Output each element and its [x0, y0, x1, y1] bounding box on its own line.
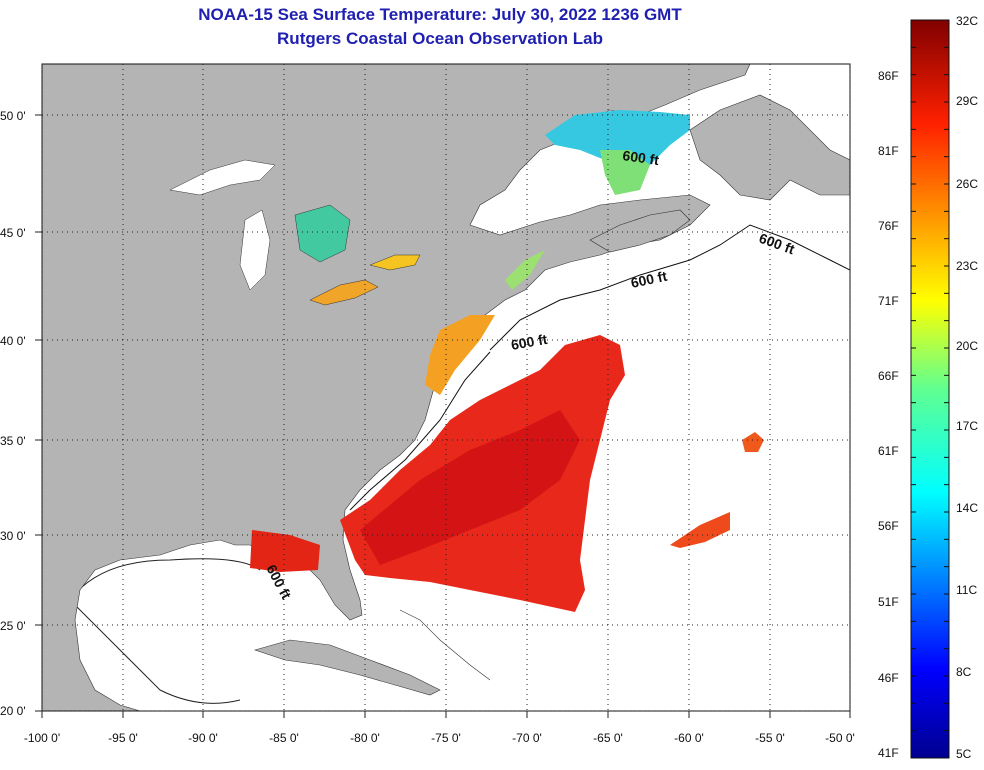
longitude-labels: -100 0' -95 0' -90 0' -85 0' -80 0' -75 …	[24, 731, 855, 745]
lon-tick-label: -95 0'	[108, 731, 138, 745]
lon-tick-label: -60 0'	[674, 731, 704, 745]
cb-f-label: 81F	[878, 144, 899, 158]
contour-label-600ft: 600 ft	[622, 147, 661, 168]
colorbar-celsius-labels: 32C 29C 26C 23C 20C 17C 14C 11C 8C 5C	[956, 14, 978, 761]
lat-tick-label: 25 0'	[0, 619, 26, 633]
lat-tick-label: 50 0'	[0, 109, 26, 123]
lon-tick-label: -65 0'	[593, 731, 623, 745]
graticule	[35, 64, 851, 718]
cuba-land	[253, 639, 441, 696]
latitude-labels: 20 0' 25 0' 30 0' 35 0' 40 0' 45 0' 50 0…	[0, 109, 26, 718]
cb-f-label: 66F	[878, 369, 899, 383]
lat-tick-label: 35 0'	[0, 434, 26, 448]
map-subtitle: Rutgers Coastal Ocean Observation Lab	[277, 29, 603, 48]
cb-c-label: 20C	[956, 339, 978, 353]
cb-f-label: 61F	[878, 444, 899, 458]
cb-c-label: 26C	[956, 177, 978, 191]
lon-tick-label: -80 0'	[350, 731, 380, 745]
gulf-mexico-sst	[250, 530, 320, 572]
lat-tick-label: 40 0'	[0, 334, 26, 348]
lat-tick-label: 20 0'	[0, 704, 26, 718]
lake-ontario	[369, 254, 421, 271]
colorbar-fahrenheit-labels: 86F 81F 76F 71F 66F 61F 56F 51F 46F 41F	[878, 69, 899, 760]
colorbar-ticks	[911, 19, 949, 759]
cb-c-label: 8C	[956, 665, 972, 679]
lake-superior	[169, 159, 276, 196]
cb-f-label: 71F	[878, 294, 899, 308]
contour-label-600ft: 600 ft	[629, 268, 668, 291]
contour-label-600ft: 600 ft	[510, 331, 549, 353]
gulf-st-lawrence-sst	[545, 110, 690, 170]
cb-c-label: 23C	[956, 259, 978, 273]
lake-huron	[294, 204, 351, 263]
cb-f-label: 76F	[878, 219, 899, 233]
cb-f-label: 51F	[878, 595, 899, 609]
newfoundland-land	[689, 94, 850, 201]
cb-f-label: 46F	[878, 671, 899, 685]
lon-tick-label: -90 0'	[188, 731, 218, 745]
lake-michigan	[239, 209, 271, 291]
lon-tick-label: -75 0'	[431, 731, 461, 745]
nova-scotia-land	[589, 209, 691, 253]
lake-erie	[309, 279, 379, 306]
lon-tick-label: -85 0'	[269, 731, 299, 745]
cb-c-label: 5C	[956, 747, 972, 761]
cb-f-label: 86F	[878, 69, 899, 83]
cb-f-label: 56F	[878, 519, 899, 533]
map-title: NOAA-15 Sea Surface Temperature: July 30…	[198, 5, 682, 24]
cb-c-label: 17C	[956, 419, 978, 433]
cb-c-label: 32C	[956, 14, 978, 28]
cb-c-label: 14C	[956, 501, 978, 515]
lat-tick-label: 30 0'	[0, 529, 26, 543]
cb-c-label: 29C	[956, 94, 978, 108]
lon-tick-label: -50 0'	[825, 731, 855, 745]
lon-tick-label: -70 0'	[512, 731, 542, 745]
colorbar	[910, 19, 950, 759]
cb-c-label: 11C	[956, 583, 977, 597]
lon-tick-label: -55 0'	[755, 731, 785, 745]
lon-tick-label: -100 0'	[24, 731, 60, 745]
lat-tick-label: 45 0'	[0, 226, 26, 240]
cb-f-label: 41F	[878, 746, 899, 760]
